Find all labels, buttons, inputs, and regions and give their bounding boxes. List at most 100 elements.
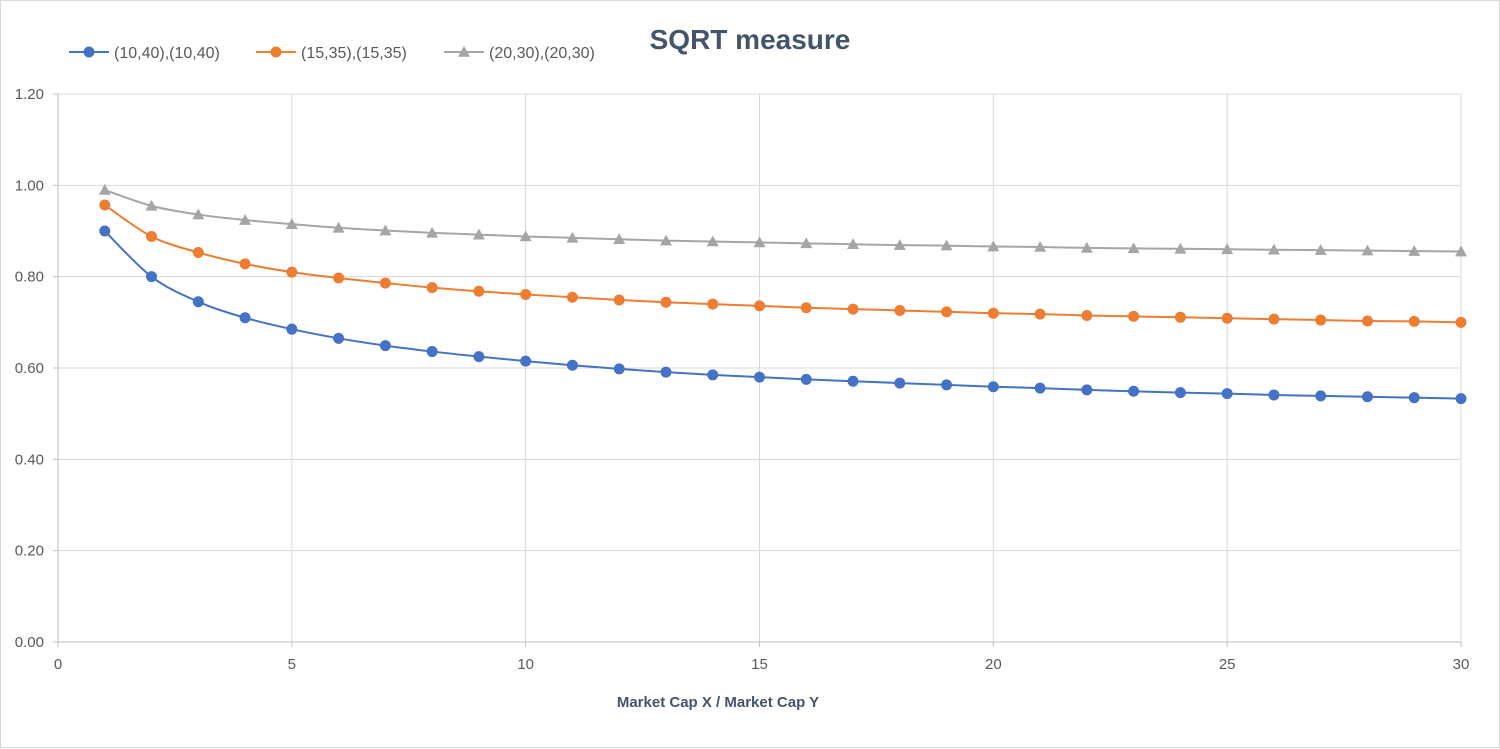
data-point	[145, 199, 158, 211]
data-point	[1174, 387, 1186, 399]
y-tick-label: 1.20	[15, 86, 44, 103]
series-group	[98, 183, 1467, 405]
data-point	[332, 221, 345, 233]
data-point	[286, 266, 298, 278]
data-point	[1408, 392, 1420, 404]
data-point	[1080, 241, 1093, 253]
data-point	[894, 377, 906, 389]
data-point	[239, 312, 251, 324]
data-point	[894, 304, 906, 316]
data-point	[286, 323, 298, 335]
data-point	[1267, 243, 1280, 255]
x-tick-label: 20	[985, 656, 1002, 673]
data-point	[1221, 388, 1233, 400]
data-point	[1268, 313, 1280, 325]
data-point	[426, 226, 439, 238]
data-point	[98, 183, 111, 195]
data-point	[1455, 316, 1467, 328]
legend-marker	[83, 46, 95, 58]
series-line	[104, 230, 1462, 400]
y-tick-label: 0.00	[15, 634, 44, 651]
data-point	[192, 246, 204, 258]
data-point	[800, 302, 812, 314]
data-point	[1408, 315, 1420, 327]
data-point	[473, 285, 485, 297]
data-point	[1174, 311, 1186, 323]
data-point	[940, 239, 953, 251]
data-point	[192, 208, 205, 220]
data-point	[566, 359, 578, 371]
gridlines	[57, 93, 1462, 643]
x-tick-label: 30	[1453, 656, 1470, 673]
series-2	[99, 199, 1467, 328]
data-point	[1315, 390, 1327, 402]
data-point	[754, 371, 765, 383]
data-point	[1127, 242, 1140, 254]
data-point	[754, 300, 765, 312]
x-tick-label: 0	[54, 656, 62, 673]
data-point	[379, 224, 392, 236]
legend: (10,40),(10,40) (15,35),(15,35) (20,30),(2…	[69, 45, 595, 62]
legend-marker	[270, 46, 282, 58]
data-point	[566, 231, 579, 243]
legend-item: (15,35),(15,35)	[256, 45, 407, 62]
data-point	[941, 379, 953, 391]
data-point	[520, 355, 532, 367]
x-tick-label: 15	[751, 656, 768, 673]
data-point	[1315, 314, 1327, 326]
chart-title: SQRT measure	[650, 24, 851, 55]
x-tick-label: 25	[1219, 656, 1236, 673]
series-1	[99, 225, 1467, 405]
data-point	[800, 373, 812, 385]
data-point	[1361, 391, 1373, 403]
data-point	[893, 239, 906, 250]
data-point	[146, 230, 158, 242]
data-point	[1034, 382, 1046, 394]
y-tick-label: 1.00	[15, 177, 44, 194]
series-3	[98, 183, 1467, 257]
data-point	[1081, 309, 1093, 321]
data-point	[847, 375, 859, 387]
data-point	[472, 228, 485, 240]
axes: 0.00 0.20 0.40 0.60 0.80 1.00 1.20 0 5 10 15 20 25 30	[15, 86, 1470, 673]
data-point	[1128, 385, 1140, 397]
y-tick-label: 0.20	[15, 543, 44, 560]
data-point	[706, 235, 719, 247]
data-point	[1314, 244, 1327, 255]
y-tick-label: 0.60	[15, 360, 44, 377]
data-point	[520, 288, 532, 300]
data-point	[987, 381, 999, 393]
data-point	[660, 296, 672, 308]
data-point	[379, 277, 391, 289]
data-point	[519, 230, 532, 242]
data-point	[99, 199, 111, 211]
data-point	[192, 296, 204, 308]
data-point	[660, 366, 672, 378]
data-point	[146, 271, 158, 283]
y-tick-label: 0.80	[15, 269, 44, 286]
data-point	[987, 307, 999, 319]
data-point	[566, 291, 578, 303]
data-point	[99, 225, 111, 237]
data-point	[847, 303, 859, 315]
data-point	[1455, 393, 1467, 405]
legend-label: (15,35),(15,35)	[301, 45, 407, 62]
data-point	[426, 346, 438, 358]
data-point	[285, 218, 298, 229]
data-point	[613, 363, 625, 375]
data-point	[659, 234, 672, 246]
data-point	[473, 351, 485, 363]
data-point	[1081, 384, 1093, 396]
data-point	[707, 369, 719, 381]
series-line	[104, 188, 1462, 253]
x-tick-label: 5	[288, 656, 296, 673]
legend-label: (20,30),(20,30)	[489, 45, 595, 62]
data-point	[1221, 312, 1233, 324]
data-point	[707, 298, 719, 310]
legend-item: (20,30),(20,30)	[444, 45, 595, 62]
data-point	[1268, 389, 1280, 401]
data-point	[613, 233, 626, 245]
data-point	[1408, 245, 1421, 256]
